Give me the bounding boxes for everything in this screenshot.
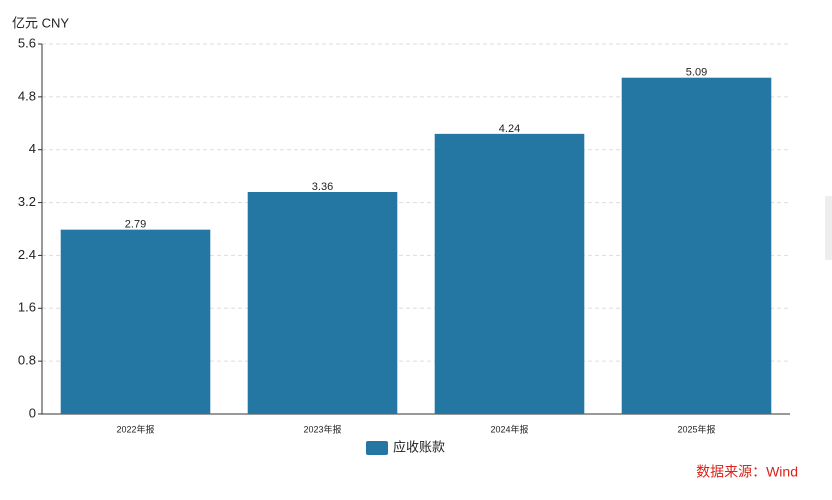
- x-tick-label: 2024年报: [490, 423, 528, 434]
- value-label: 4.24: [499, 123, 520, 135]
- y-tick-label: 2.4: [18, 247, 36, 262]
- value-label: 5.09: [686, 67, 707, 79]
- x-tick-label: 2023年报: [303, 423, 341, 434]
- value-label: 3.36: [312, 181, 333, 193]
- y-tick-label: 0: [29, 405, 36, 420]
- x-tick-label: 2025年报: [677, 423, 715, 434]
- y-tick-label: 4.8: [18, 88, 36, 103]
- x-tick-label: 2022年报: [116, 423, 154, 434]
- bar: [60, 229, 211, 414]
- value-label: 2.79: [125, 219, 146, 231]
- y-axis-label: 亿元 CNY: [12, 15, 69, 30]
- side-tab[interactable]: [825, 196, 832, 260]
- y-tick-label: 3.2: [18, 194, 36, 209]
- source: 数据来源：Wind: [696, 464, 798, 480]
- legend-label: 应收账款: [393, 439, 445, 454]
- bar: [247, 192, 398, 414]
- y-tick-label: 5.6: [18, 35, 36, 50]
- legend-swatch: [366, 441, 388, 455]
- bar: [434, 133, 585, 414]
- y-tick-label: 1.6: [18, 300, 36, 315]
- y-tick-label: 0.8: [18, 353, 36, 368]
- y-tick-label: 4: [29, 141, 36, 156]
- bar: [621, 77, 772, 415]
